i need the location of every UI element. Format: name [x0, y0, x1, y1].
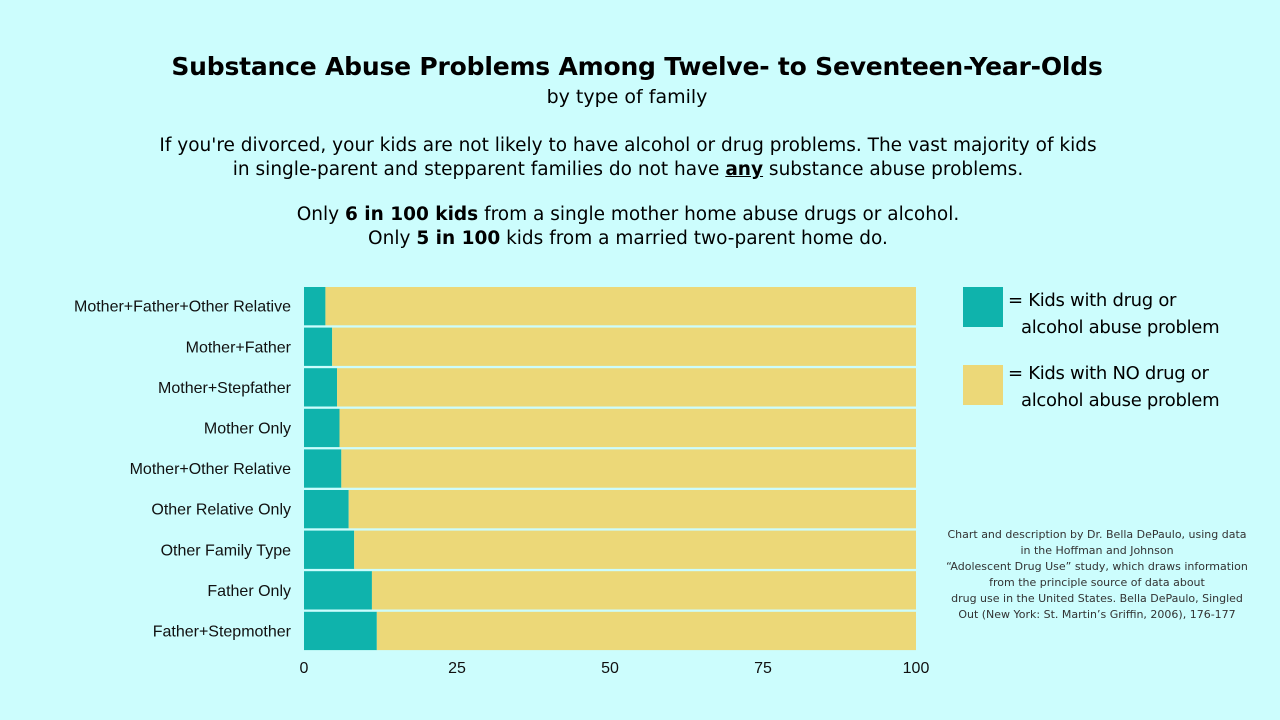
bar-no-problem [376, 611, 916, 651]
chart-subtitle: by type of family [546, 86, 708, 108]
bar-no-problem [337, 368, 917, 407]
x-tick-label: 75 [754, 660, 772, 677]
category-label: Other Relative Only [151, 502, 291, 519]
bar-no-problem [325, 287, 916, 326]
legend-no-problem-line2: alcohol abuse problem [1021, 390, 1220, 411]
bar-no-problem [341, 449, 916, 488]
source-line: Out (New York: St. Martin’s Griffin, 200… [958, 608, 1236, 621]
bar-with-problem [304, 327, 333, 366]
category-label: Mother+Father+Other Relative [74, 299, 291, 316]
category-label: Mother+Other Relative [130, 461, 292, 478]
legend-swatch-no-problem [963, 365, 1003, 405]
description-paragraph: If you're divorced, your kids are not li… [0, 134, 1256, 182]
description-text-end: substance abuse problems. [763, 159, 1024, 180]
source-line: in the Hoffman and Johnson [1020, 544, 1174, 557]
description-single-mother-line: Only 6 in 100 kids from a single mother … [0, 203, 1256, 227]
line2-highlight: 6 in 100 kids [344, 204, 479, 225]
bar-no-problem [371, 571, 916, 610]
category-label: Mother Only [204, 420, 291, 437]
bar-with-problem [304, 287, 326, 326]
source-line: drug use in the United States. Bella DeP… [951, 592, 1243, 605]
category-label: Mother+Stepfather [158, 380, 292, 397]
description-text: If you're divorced, your kids are not li… [159, 135, 1097, 180]
legend-with-problem-line1: = Kids with drug or [1008, 290, 1177, 311]
category-label: Mother+Father [186, 339, 292, 356]
line2-prefix: Only [296, 204, 345, 225]
chart-title: Substance Abuse Problems Among Twelve- t… [171, 52, 1103, 81]
bar-with-problem [304, 490, 349, 529]
category-label: Other Family Type [161, 542, 292, 559]
line2-suffix: from a single mother home abuse drugs or… [478, 204, 960, 225]
description-emphasis: any [725, 159, 764, 180]
category-label: Father+Stepmother [153, 623, 292, 640]
legend-label-no-problem: = Kids with NO drug or alcohol abuse pro… [1008, 360, 1220, 414]
bar-no-problem [339, 408, 917, 448]
line3-prefix: Only [368, 228, 417, 249]
bar-with-problem [304, 530, 355, 569]
x-tick-label: 25 [448, 660, 466, 677]
bar-with-problem [304, 449, 342, 488]
bar-with-problem [304, 611, 377, 651]
chart-description: If you're divorced, your kids are not li… [0, 134, 1256, 251]
source-note: Chart and description by Dr. Bella DePau… [944, 527, 1250, 623]
source-line: “Adolescent Drug Use” study, which draws… [946, 560, 1248, 573]
bar-no-problem [332, 327, 917, 366]
description-married-line: Only 5 in 100 kids from a married two-pa… [0, 227, 1256, 251]
bar-with-problem [304, 408, 340, 448]
line3-highlight: 5 in 100 [416, 228, 501, 249]
legend-swatch-with-problem [963, 287, 1003, 327]
bar-no-problem [354, 530, 917, 569]
bar-with-problem [304, 368, 338, 407]
line3-suffix: kids from a married two-parent home do. [500, 228, 888, 249]
bar-no-problem [348, 490, 916, 529]
x-tick-label: 100 [903, 660, 930, 677]
source-line: Chart and description by Dr. Bella DePau… [947, 528, 1247, 541]
legend-no-problem-line1: = Kids with NO drug or [1008, 363, 1209, 384]
legend-label-with-problem: = Kids with drug or alcohol abuse proble… [1008, 287, 1220, 341]
x-tick-label: 50 [601, 660, 619, 677]
category-label: Father Only [207, 583, 291, 600]
x-tick-label: 0 [300, 660, 309, 677]
bar-with-problem [304, 571, 372, 610]
legend-with-problem-line2: alcohol abuse problem [1021, 317, 1220, 338]
source-line: from the principle source of data about [989, 576, 1205, 589]
